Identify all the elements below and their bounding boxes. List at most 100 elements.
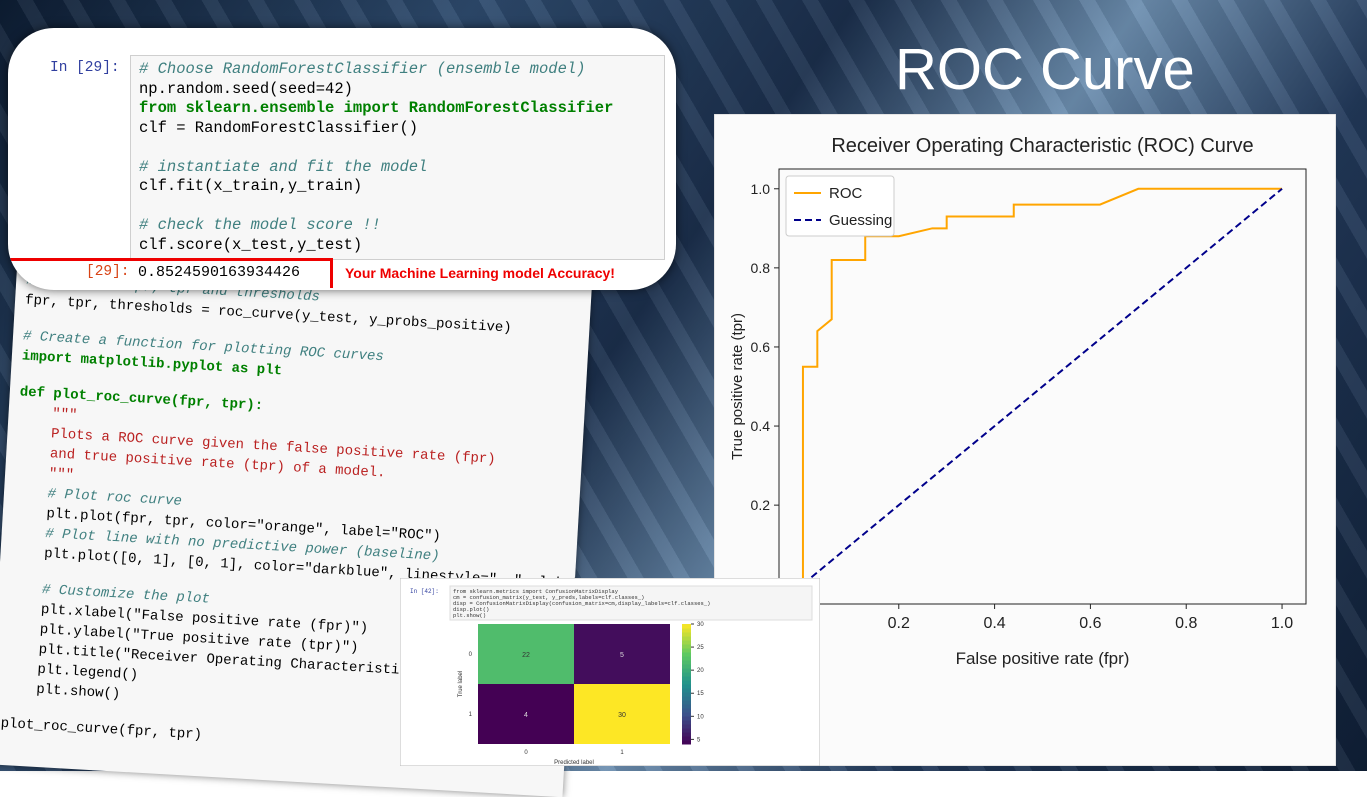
cell-label: 5	[620, 652, 624, 659]
roc-chart: Receiver Operating Characteristic (ROC) …	[714, 114, 1336, 766]
cell	[478, 624, 574, 684]
code-line: clf = RandomForestClassifier()	[139, 118, 419, 137]
code-line: np.random.seed(seed=42)	[139, 79, 353, 98]
colorbar-tick-label: 25	[697, 645, 704, 651]
colorbar-tick-label: 10	[697, 714, 704, 720]
colorbar-segment	[682, 640, 691, 645]
confusion-matrix: In [42]: from sklearn.metrics import Conf…	[400, 578, 820, 766]
code-line: cm = confusion_matrix(y_test, y_preds,la…	[453, 594, 644, 601]
colorbar-tick-label: 20	[697, 668, 704, 674]
code-line: from sklearn.metrics import ConfusionMat…	[453, 588, 619, 595]
y-axis-label: True label	[458, 671, 464, 697]
colorbar-tick-label: 15	[697, 691, 704, 697]
colorbar-segment	[682, 628, 691, 633]
slide-title: ROC Curve	[895, 37, 1195, 102]
x-axis-label: Predicted label	[554, 760, 594, 766]
cell	[574, 684, 670, 744]
colorbar-segment	[682, 676, 691, 681]
output-prompt: [29]:	[86, 264, 130, 280]
y-tick-label: 0.2	[751, 497, 771, 513]
y-tick-label: 1.0	[751, 181, 771, 197]
code-block: # check the model score !! clf.score(x_te…	[139, 216, 613, 255]
cell	[478, 684, 574, 744]
code-line: disp.plot()	[453, 606, 489, 613]
legend-label: Guessing	[829, 212, 892, 229]
x-tick-label: 0.8	[1175, 615, 1197, 632]
x-tick-label: 0.4	[983, 615, 1005, 632]
colorbar-segment	[682, 700, 691, 705]
plot-area	[778, 168, 1307, 605]
x-tick-label: 0.2	[888, 615, 910, 632]
y-tick-label: 0.8	[751, 260, 771, 276]
x-tick-label: 0	[524, 750, 528, 756]
cell-label: 4	[524, 712, 528, 719]
colorbar-segment	[682, 692, 691, 697]
colorbar-segment	[682, 648, 691, 653]
annotation: Your Machine Learning model Accuracy!	[345, 265, 615, 281]
y-axis-label: True positive rate (tpr)	[729, 313, 746, 460]
colorbar-segment	[682, 696, 691, 701]
marker	[8, 258, 333, 261]
line	[802, 188, 1283, 585]
input-prompt: In [42]:	[410, 588, 439, 595]
colorbar-segment	[682, 664, 691, 669]
colorbar-segment	[682, 728, 691, 733]
colorbar-segment	[682, 732, 691, 737]
colorbar-tick-label: 5	[697, 737, 701, 743]
colorbar-segment	[682, 736, 691, 741]
code-line: # check the model score !!	[139, 216, 381, 234]
colorbar-segment	[682, 684, 691, 689]
code-line: disp = ConfusionMatrixDisplay(confusion_…	[453, 600, 710, 607]
marker	[330, 258, 333, 288]
y-tick-label: 0	[469, 652, 473, 658]
colorbar-segment	[682, 704, 691, 709]
colorbar-segment	[682, 716, 691, 721]
x-axis-label: False positive rate (fpr)	[956, 649, 1130, 668]
colorbar-segment	[682, 636, 691, 641]
colorbar-segment	[682, 668, 691, 673]
code: # Choose RandomForestClassifier (ensembl…	[139, 60, 613, 275]
code-line: plt.show()	[453, 612, 486, 619]
cell	[574, 624, 670, 684]
colorbar-segment	[682, 740, 691, 745]
colorbar-tick-label: 30	[697, 622, 704, 628]
output: 0.8524590163934426	[138, 264, 301, 281]
chart-title: Receiver Operating Characteristic (ROC) …	[831, 135, 1253, 157]
colorbar-segment	[682, 708, 691, 713]
colorbar-segment	[682, 680, 691, 685]
colorbar-segment	[682, 624, 691, 629]
code-line: # Choose RandomForestClassifier (ensembl…	[139, 60, 586, 78]
code-line: from sklearn.ensemble import RandomFores…	[139, 99, 614, 117]
code-block: # instantiate and fit the model clf.fit(x…	[139, 158, 613, 197]
colorbar-segment	[682, 660, 691, 665]
x-tick-label: 0.6	[1079, 615, 1101, 632]
code-line: # instantiate and fit the model	[139, 157, 428, 176]
code-block: # Choose RandomForestClassifier (ensembl…	[139, 60, 613, 138]
input-prompt: In [29]:	[50, 60, 120, 76]
legend	[785, 175, 895, 237]
colorbar-segment	[682, 632, 691, 637]
y-tick-label: 0.4	[751, 418, 771, 434]
legend-label: ROC	[829, 185, 863, 202]
line	[801, 187, 1283, 585]
cell-label: 30	[618, 712, 626, 719]
code-cell	[449, 585, 813, 621]
y-tick-label: 0.6	[751, 339, 771, 355]
cell-label: 22	[522, 652, 530, 659]
colorbar-segment	[682, 712, 691, 717]
x-tick-label: 1	[620, 750, 624, 756]
colorbar-segment	[682, 644, 691, 649]
colorbar-segment	[682, 672, 691, 677]
y-tick-label: 1	[469, 712, 473, 718]
colorbar-segment	[682, 724, 691, 729]
colorbar-segment	[682, 656, 691, 661]
x-tick-label: 1.0	[1271, 615, 1293, 632]
colorbar-segment	[682, 720, 691, 725]
colorbar-segment	[682, 688, 691, 693]
code-line: clf.fit(x_train,y_train)	[139, 177, 363, 195]
colorbar-segment	[682, 652, 691, 657]
code-line: clf.score(x_test,y_test)	[139, 235, 363, 254]
notebook-cell: In [29]: # Choose RandomForestClassifier…	[8, 28, 676, 290]
code-block: def plot_roc_curve(fpr, tpr): """ Plots …	[10, 382, 592, 598]
code-cell: # Choose RandomForestClassifier (ensembl…	[130, 55, 665, 260]
